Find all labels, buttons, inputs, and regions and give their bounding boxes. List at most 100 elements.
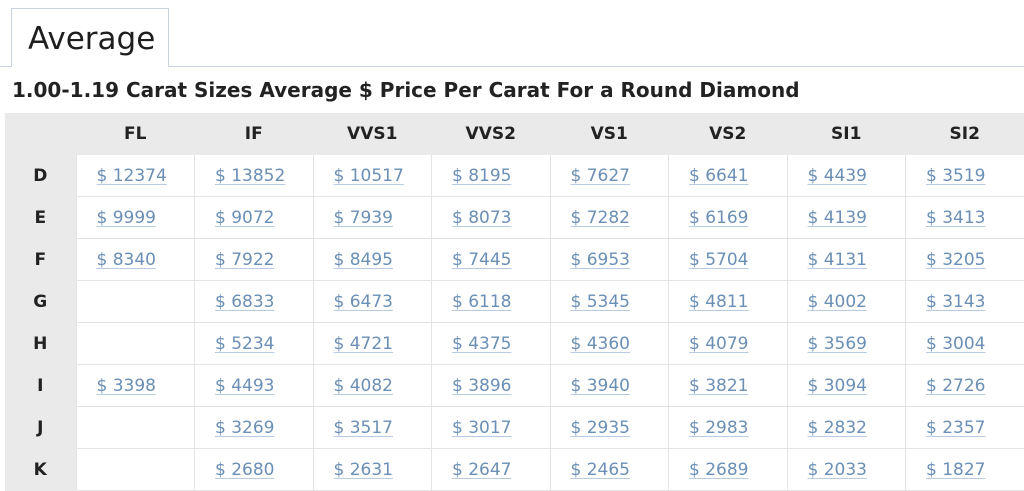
price-cell: $ 6118 — [432, 281, 551, 323]
price-link[interactable]: $ 4721 — [334, 334, 393, 354]
price-link[interactable]: $ 4360 — [571, 334, 630, 354]
price-link[interactable]: $ 4811 — [689, 292, 748, 312]
tab-average-label: Average — [28, 21, 155, 57]
price-link[interactable]: $ 2680 — [215, 460, 274, 480]
row-header-color: J — [5, 407, 76, 449]
price-link[interactable]: $ 3896 — [452, 376, 511, 396]
price-link[interactable]: $ 4082 — [334, 376, 393, 396]
price-cell: $ 4439 — [787, 155, 906, 197]
column-header: IF — [195, 113, 314, 155]
price-link[interactable]: $ 3017 — [452, 418, 511, 438]
price-link[interactable]: $ 6953 — [571, 250, 630, 270]
price-cell: $ 3569 — [787, 323, 906, 365]
table-body: D$ 12374$ 13852$ 10517$ 8195$ 7627$ 6641… — [5, 155, 1024, 491]
price-link[interactable]: $ 2647 — [452, 460, 511, 480]
price-cell: $ 6641 — [669, 155, 788, 197]
price-link[interactable]: $ 5234 — [215, 334, 274, 354]
price-cell: $ 2680 — [195, 449, 314, 491]
price-link[interactable]: $ 3094 — [808, 376, 867, 396]
price-cell: $ 3004 — [906, 323, 1024, 365]
header-row: FL IF VVS1 VVS2 VS1 VS2 SI1 SI2 — [5, 113, 1024, 155]
price-cell: $ 3017 — [432, 407, 551, 449]
price-cell: $ 4721 — [313, 323, 432, 365]
price-cell: $ 12374 — [76, 155, 195, 197]
price-link[interactable]: $ 2357 — [926, 418, 985, 438]
price-link[interactable]: $ 2465 — [571, 460, 630, 480]
price-link[interactable]: $ 9999 — [97, 208, 156, 228]
price-cell: $ 2726 — [906, 365, 1024, 407]
price-link[interactable]: $ 4493 — [215, 376, 274, 396]
row-header-color: K — [5, 449, 76, 491]
price-cell: $ 3205 — [906, 239, 1024, 281]
price-link[interactable]: $ 6641 — [689, 166, 748, 186]
price-link[interactable]: $ 2631 — [334, 460, 393, 480]
price-link[interactable]: $ 9072 — [215, 208, 274, 228]
price-link[interactable]: $ 4131 — [808, 250, 867, 270]
price-link[interactable]: $ 3143 — [926, 292, 985, 312]
price-cell: $ 9072 — [195, 197, 314, 239]
price-cell: $ 8073 — [432, 197, 551, 239]
price-link[interactable]: $ 13852 — [215, 166, 285, 186]
price-link[interactable]: $ 7445 — [452, 250, 511, 270]
price-link[interactable]: $ 10517 — [334, 166, 404, 186]
price-cell: $ 2647 — [432, 449, 551, 491]
price-link[interactable]: $ 5704 — [689, 250, 748, 270]
price-cell — [76, 449, 195, 491]
price-cell: $ 10517 — [313, 155, 432, 197]
price-link[interactable]: $ 2726 — [926, 376, 985, 396]
price-link[interactable]: $ 7627 — [571, 166, 630, 186]
price-link[interactable]: $ 7922 — [215, 250, 274, 270]
table-row: I$ 3398$ 4493$ 4082$ 3896$ 3940$ 3821$ 3… — [5, 365, 1024, 407]
price-link[interactable]: $ 4002 — [808, 292, 867, 312]
price-cell: $ 9999 — [76, 197, 195, 239]
price-link[interactable]: $ 5345 — [571, 292, 630, 312]
price-cell: $ 8495 — [313, 239, 432, 281]
price-cell: $ 3413 — [906, 197, 1024, 239]
price-link[interactable]: $ 2033 — [808, 460, 867, 480]
price-link[interactable]: $ 3269 — [215, 418, 274, 438]
price-link[interactable]: $ 8340 — [97, 250, 156, 270]
price-cell: $ 5704 — [669, 239, 788, 281]
price-link[interactable]: $ 4439 — [808, 166, 867, 186]
price-link[interactable]: $ 8195 — [452, 166, 511, 186]
price-cell: $ 6473 — [313, 281, 432, 323]
price-link[interactable]: $ 4139 — [808, 208, 867, 228]
price-link[interactable]: $ 6169 — [689, 208, 748, 228]
price-cell — [76, 281, 195, 323]
price-link[interactable]: $ 7282 — [571, 208, 630, 228]
price-link[interactable]: $ 6833 — [215, 292, 274, 312]
price-link[interactable]: $ 3821 — [689, 376, 748, 396]
price-link[interactable]: $ 6118 — [452, 292, 511, 312]
price-link[interactable]: $ 3519 — [926, 166, 985, 186]
price-link[interactable]: $ 3517 — [334, 418, 393, 438]
price-link[interactable]: $ 3413 — [926, 208, 985, 228]
tab-average[interactable]: Average — [11, 8, 169, 67]
price-cell: $ 5234 — [195, 323, 314, 365]
price-link[interactable]: $ 8073 — [452, 208, 511, 228]
price-link[interactable]: $ 12374 — [97, 166, 167, 186]
price-link[interactable]: $ 2832 — [808, 418, 867, 438]
price-link[interactable]: $ 3940 — [571, 376, 630, 396]
price-cell: $ 7282 — [550, 197, 669, 239]
price-cell: $ 2465 — [550, 449, 669, 491]
price-link[interactable]: $ 6473 — [334, 292, 393, 312]
price-link[interactable]: $ 1827 — [926, 460, 985, 480]
price-link[interactable]: $ 2935 — [571, 418, 630, 438]
price-cell: $ 3143 — [906, 281, 1024, 323]
price-link[interactable]: $ 3398 — [97, 376, 156, 396]
table-row: H$ 5234$ 4721$ 4375$ 4360$ 4079$ 3569$ 3… — [5, 323, 1024, 365]
price-link[interactable]: $ 7939 — [334, 208, 393, 228]
price-link[interactable]: $ 3004 — [926, 334, 985, 354]
price-link[interactable]: $ 3569 — [808, 334, 867, 354]
price-link[interactable]: $ 4375 — [452, 334, 511, 354]
price-cell: $ 4139 — [787, 197, 906, 239]
corner-cell — [5, 113, 76, 155]
price-link[interactable]: $ 4079 — [689, 334, 748, 354]
price-cell: $ 2983 — [669, 407, 788, 449]
table-title: 1.00-1.19 Carat Sizes Average $ Price Pe… — [12, 78, 800, 102]
price-link[interactable]: $ 3205 — [926, 250, 985, 270]
price-link[interactable]: $ 2689 — [689, 460, 748, 480]
price-link[interactable]: $ 2983 — [689, 418, 748, 438]
price-link[interactable]: $ 8495 — [334, 250, 393, 270]
price-cell: $ 13852 — [195, 155, 314, 197]
